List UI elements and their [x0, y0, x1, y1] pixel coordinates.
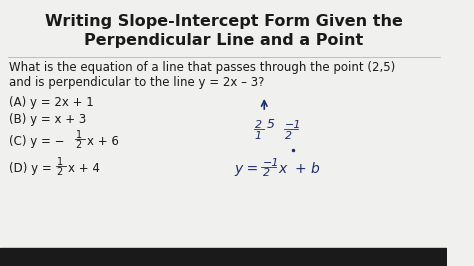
Text: 2: 2 [285, 131, 292, 141]
Text: 2: 2 [75, 140, 82, 150]
Text: (C) y = −: (C) y = − [9, 135, 65, 148]
Text: (D) y =: (D) y = [9, 162, 56, 175]
Bar [0, 248, 447, 266]
Text: (B) y = x + 3: (B) y = x + 3 [9, 113, 87, 126]
Text: −1: −1 [263, 158, 279, 168]
Text: 2: 2 [255, 120, 262, 130]
Text: Writing Slope-Intercept Form Given the: Writing Slope-Intercept Form Given the [45, 14, 402, 29]
Text: x  + b: x + b [278, 162, 320, 176]
Text: x + 4: x + 4 [68, 162, 100, 175]
Text: What is the equation of a line that passes through the point (2,5): What is the equation of a line that pass… [9, 61, 396, 74]
Text: Perpendicular Line and a Point: Perpendicular Line and a Point [84, 33, 363, 48]
Text: 2: 2 [264, 168, 271, 178]
Text: 1: 1 [56, 157, 63, 167]
Text: 1: 1 [255, 131, 262, 141]
Text: 2: 2 [56, 167, 63, 177]
Text: −1: −1 [285, 120, 301, 130]
Text: 1: 1 [75, 130, 82, 140]
Text: y =: y = [234, 162, 258, 176]
Text: (A) y = 2x + 1: (A) y = 2x + 1 [9, 96, 94, 109]
Text: and is perpendicular to the line y = 2x – 3?: and is perpendicular to the line y = 2x … [9, 76, 265, 89]
Text: 5: 5 [267, 118, 275, 131]
Text: x + 6: x + 6 [87, 135, 118, 148]
